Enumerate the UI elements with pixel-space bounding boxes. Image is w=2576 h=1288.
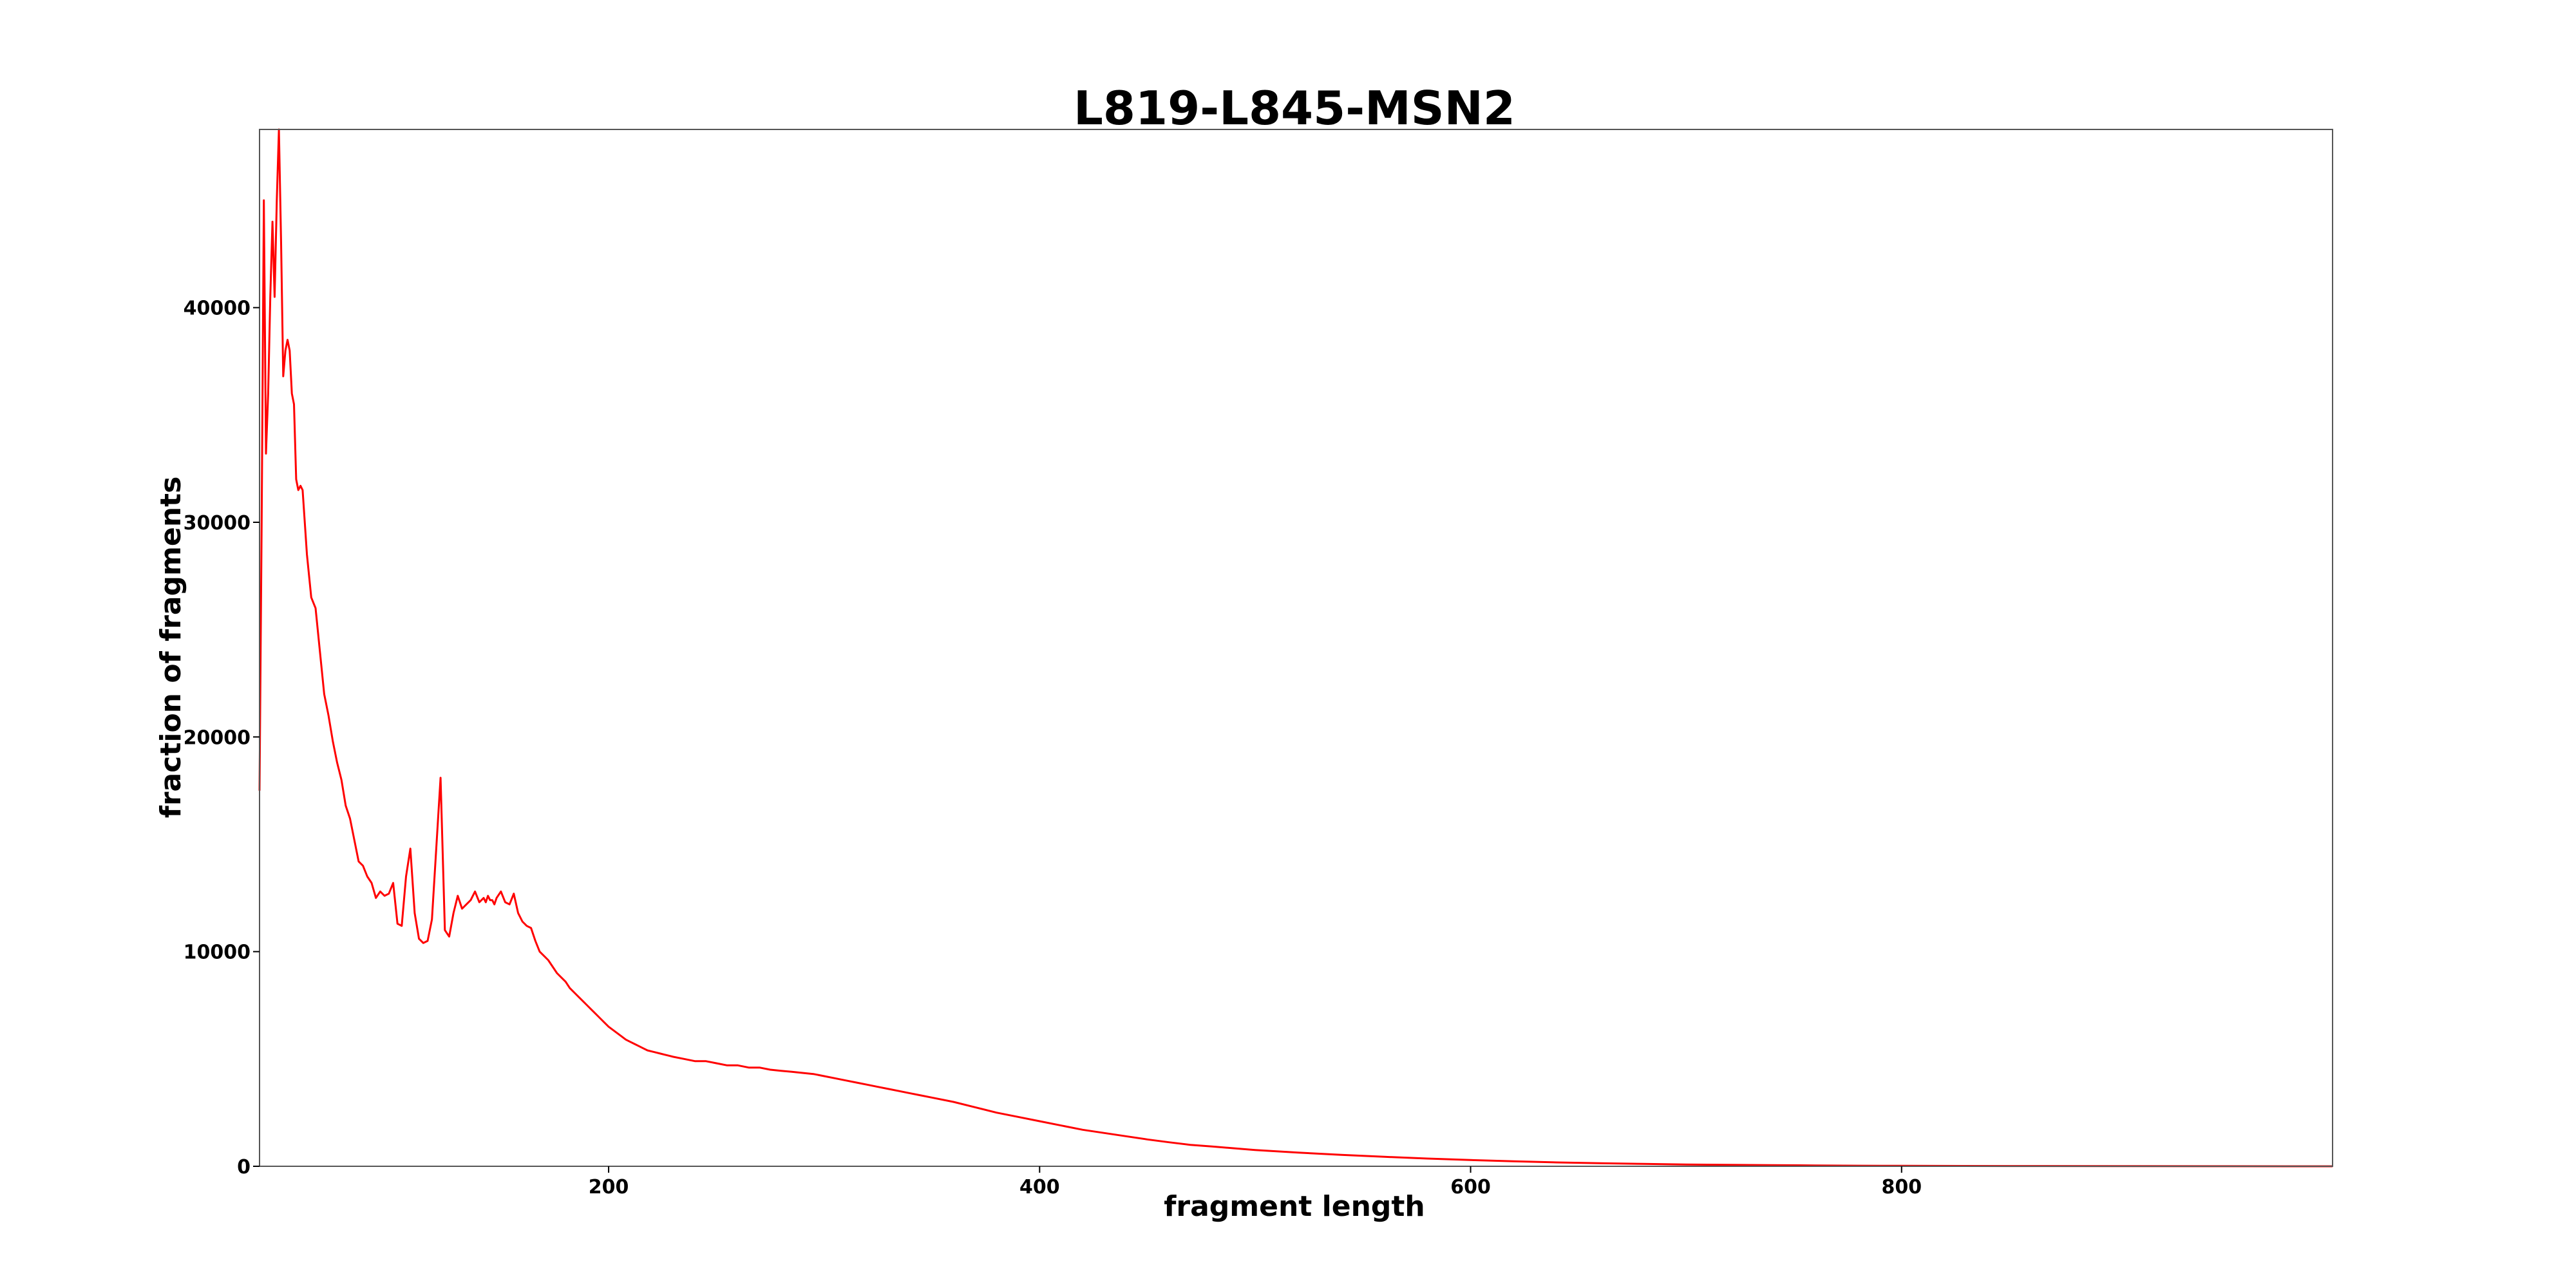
plot-frame <box>259 129 2333 1167</box>
chart-title: L819-L845-MSN2 <box>1074 81 1515 135</box>
y-tick-label: 40000 <box>184 298 251 320</box>
y-tick-label: 20000 <box>184 726 251 749</box>
y-tick-label: 0 <box>237 1156 251 1179</box>
x-axis: 200 400 600 800 <box>589 1166 1922 1198</box>
plot-area <box>258 128 2333 1168</box>
x-tick-label: 800 <box>1881 1176 1922 1198</box>
x-tick-label: 400 <box>1019 1176 1060 1198</box>
y-axis-label: fraction of fragments <box>155 477 187 819</box>
y-tick-label: 30000 <box>184 512 251 535</box>
y-tick-label: 10000 <box>184 942 251 964</box>
y-axis: 0 10000 20000 30000 40000 <box>184 298 260 1179</box>
x-axis-label: fragment length <box>1164 1190 1425 1223</box>
x-tick-label: 200 <box>589 1176 629 1198</box>
x-tick-label: 600 <box>1450 1176 1491 1198</box>
series-line-0 <box>258 128 2333 1168</box>
